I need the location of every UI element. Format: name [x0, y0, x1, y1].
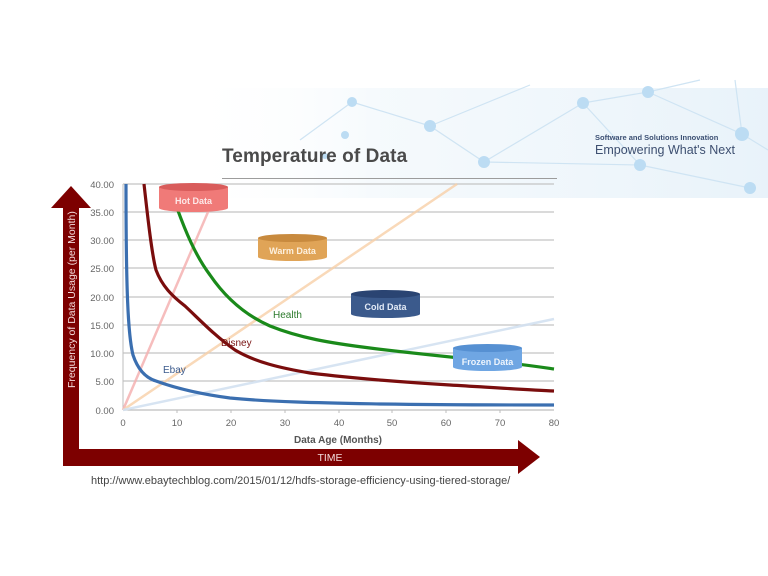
horizontal-time-arrow: TIME [63, 440, 540, 474]
x-tick-label: 30 [280, 418, 291, 429]
tier-label-cold: Cold Data [364, 302, 407, 312]
x-tick-label: 80 [549, 418, 560, 429]
brand-block: Software and Solutions Innovation Empowe… [595, 133, 735, 157]
y-tick-label: 0.00 [96, 406, 115, 417]
x-tick-label: 20 [226, 418, 237, 429]
x-tick-label: 60 [441, 418, 452, 429]
series-line-disney [142, 183, 555, 393]
brand-slogan: Empowering What's Next [595, 143, 735, 157]
y-tick-label: 25.00 [90, 264, 114, 275]
series-label-ebay: Ebay [163, 365, 186, 376]
y-tick-label: 10.00 [90, 349, 114, 360]
horizontal-arrow-label: TIME [317, 452, 342, 464]
y-tick-labels: 40.00 35.00 30.00 25.00 20.00 15.00 10.0… [90, 180, 114, 417]
x-axis-title: Data Age (Months) [294, 435, 382, 446]
series-line-ebay [124, 183, 555, 407]
series-label-disney: Disney [221, 338, 252, 349]
tier-frozen-data: Frozen Data [453, 344, 522, 371]
hot-boundary-line [121, 183, 222, 411]
x-tick-label: 0 [120, 418, 125, 429]
source-url: http://www.ebaytechblog.com/2015/01/12/h… [91, 475, 511, 487]
vertical-arrow-label: Frequency of Data Usage (per Month) [66, 211, 78, 388]
tier-label-warm: Warm Data [269, 246, 317, 256]
y-tick-label: 20.00 [90, 293, 114, 304]
y-tick-label: 30.00 [90, 236, 114, 247]
tier-boundaries [121, 182, 555, 412]
x-tick-marks [176, 410, 501, 413]
x-tick-label: 50 [387, 418, 398, 429]
series-label-health: Health [273, 310, 302, 321]
x-tick-labels: 0 10 20 30 40 50 60 70 80 [120, 418, 559, 429]
y-tick-label: 15.00 [90, 321, 114, 332]
tier-hot-data: Hot Data [159, 183, 228, 212]
vertical-frequency-arrow: Frequency of Data Usage (per Month) [51, 186, 91, 465]
y-tick-label: 40.00 [90, 180, 114, 191]
tier-label-hot: Hot Data [175, 196, 213, 206]
tier-cold-data: Cold Data [351, 290, 420, 318]
y-tick-label: 5.00 [96, 377, 115, 388]
x-tick-label: 40 [334, 418, 345, 429]
cold-boundary-line [122, 317, 555, 412]
y-tick-label: 35.00 [90, 208, 114, 219]
tier-warm-data: Warm Data [258, 234, 327, 261]
x-tick-label: 70 [495, 418, 506, 429]
title-divider [222, 178, 557, 179]
warm-boundary-line [122, 182, 458, 412]
tier-label-frozen: Frozen Data [462, 357, 515, 367]
slide-title: Temperature of Data [222, 146, 408, 167]
x-tick-label: 10 [172, 418, 183, 429]
brand-tagline: Software and Solutions Innovation [595, 133, 719, 142]
